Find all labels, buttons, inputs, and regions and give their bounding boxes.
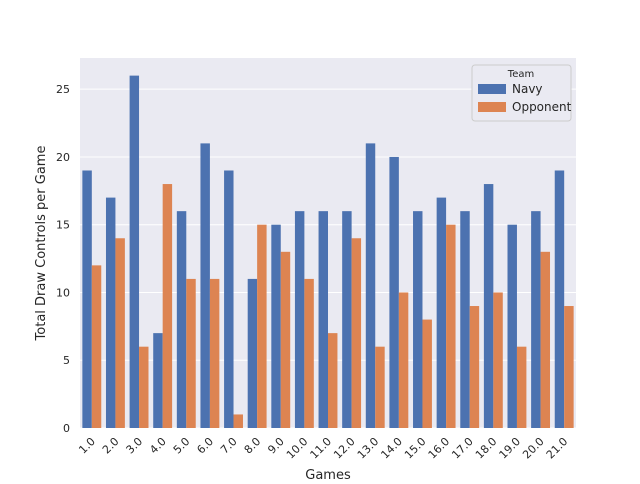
bar-navy-game-15: [413, 211, 423, 428]
x-tick-label: 18.0: [473, 435, 500, 462]
bar-opponent-game-2: [115, 238, 125, 428]
bar-opponent-game-4: [162, 184, 173, 428]
bar-opponent-game-20: [540, 251, 551, 428]
bar-opponent-game-1: [91, 265, 102, 428]
bar-opponent-game-16: [446, 224, 456, 428]
legend: Team Navy Opponent: [471, 64, 572, 122]
bar-opponent-game-12: [351, 238, 362, 428]
x-tick-label: 10.0: [284, 435, 311, 462]
bar-navy-game-20: [531, 211, 541, 428]
x-tick-label: 6.0: [194, 435, 216, 457]
y-tick-label: 25: [56, 83, 70, 96]
legend-label-opponent: Opponent: [512, 100, 572, 114]
x-tick-label: 12.0: [331, 435, 358, 462]
bar-navy-game-14: [389, 156, 399, 428]
bar-opponent-game-15: [422, 319, 432, 428]
bar-opponent-game-8: [257, 224, 267, 428]
bar-navy-game-5: [176, 211, 187, 428]
y-tick-label: 15: [56, 219, 70, 232]
y-tick-label: 10: [56, 286, 70, 299]
x-tick-label: 1.0: [76, 435, 98, 457]
x-tick-label: 19.0: [497, 435, 524, 462]
x-tick-label: 11.0: [308, 435, 335, 462]
bar-navy-game-16: [436, 197, 447, 428]
bar-opponent-game-9: [280, 251, 291, 428]
bar-opponent-game-14: [398, 292, 409, 428]
x-tick-label: 17.0: [449, 435, 476, 462]
bar-navy-game-7: [224, 170, 234, 428]
x-tick-label: 21.0: [544, 435, 571, 462]
bar-navy-game-3: [129, 75, 140, 428]
legend-swatch-navy: [478, 84, 506, 94]
bar-opponent-game-6: [209, 278, 220, 428]
bar-opponent-game-11: [328, 333, 338, 428]
bar-opponent-game-17: [469, 306, 480, 428]
bar-opponent-game-3: [139, 346, 149, 428]
bar-navy-game-10: [294, 211, 305, 428]
bar-navy-game-19: [507, 224, 517, 428]
x-axis-label: Games: [305, 468, 351, 480]
bar-opponent-game-19: [516, 346, 527, 428]
bar-navy-game-21: [554, 170, 565, 428]
x-tick-label: 5.0: [171, 435, 193, 457]
bar-navy-game-11: [318, 211, 328, 428]
x-tick-label: 15.0: [402, 435, 429, 462]
x-tick-label: 3.0: [124, 435, 146, 457]
x-tick-label: 2.0: [100, 435, 122, 457]
x-tick-label: 13.0: [355, 435, 382, 462]
bar-navy-game-4: [153, 333, 163, 428]
bar-opponent-game-13: [375, 346, 385, 428]
bar-navy-game-12: [342, 211, 352, 428]
bar-opponent-game-21: [564, 306, 574, 428]
x-tick-label: 14.0: [378, 435, 405, 462]
y-tick-label: 5: [63, 354, 70, 367]
bar-navy-game-18: [483, 184, 494, 428]
bar-navy-game-1: [82, 170, 92, 428]
x-tick-label: 20.0: [520, 435, 547, 462]
bar-navy-game-2: [105, 197, 116, 428]
x-tick-label: 8.0: [242, 435, 264, 457]
x-tick-label: 7.0: [218, 435, 240, 457]
x-tick-label: 4.0: [147, 435, 169, 457]
bar-navy-game-17: [460, 211, 470, 428]
bars: [82, 75, 574, 428]
bar-opponent-game-7: [233, 414, 243, 428]
legend-swatch-opponent: [478, 102, 506, 112]
legend-title: Team: [507, 69, 534, 80]
bar-opponent-game-18: [493, 292, 503, 428]
legend-label-navy: Navy: [512, 82, 543, 96]
y-axis-ticks: 0 5 10 15 20 25: [56, 83, 70, 435]
x-tick-label: 16.0: [426, 435, 453, 462]
bar-navy-game-6: [200, 143, 210, 428]
bar-navy-game-13: [365, 143, 376, 428]
y-axis-label: Total Draw Controls per Game: [34, 146, 49, 342]
bar-opponent-game-5: [186, 278, 196, 428]
bar-navy-game-8: [247, 278, 258, 428]
x-axis-ticks: 1.0 2.0 3.0 4.0 5.0 6.0 7.0 8.0 9.010.011.012.01…: [76, 435, 570, 462]
bar-navy-game-9: [271, 224, 281, 428]
bar-opponent-game-10: [304, 278, 314, 428]
y-tick-label: 20: [56, 151, 70, 164]
y-tick-label: 0: [63, 422, 70, 435]
